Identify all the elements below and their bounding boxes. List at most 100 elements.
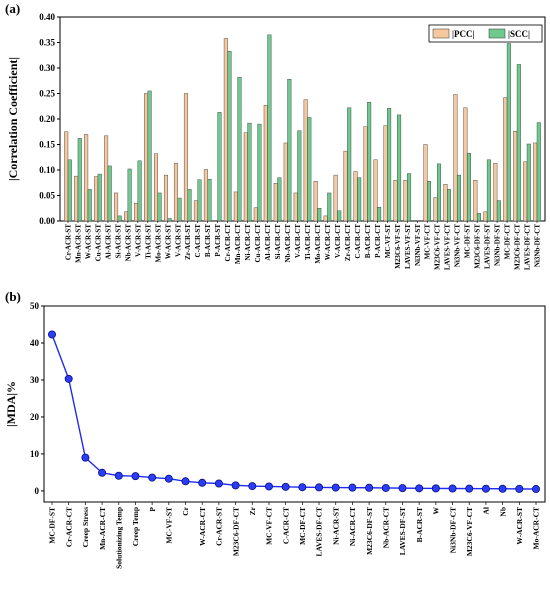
x-category-label-b: W — [432, 507, 441, 515]
x-category-label-a: Ni-ACR-CT — [244, 224, 252, 261]
bar-scc — [526, 143, 531, 222]
bar-scc — [437, 163, 442, 222]
x-category-label-b: Mn-ACR-CT — [98, 507, 107, 550]
x-category-label-a: W-ACR-CT — [324, 224, 332, 261]
bar-scc — [377, 207, 382, 222]
y-tick-label-a: 0.30 — [39, 63, 55, 73]
bar-scc — [217, 112, 222, 222]
plot-frame-a — [59, 16, 546, 222]
bar-pcc — [483, 211, 488, 222]
bar-scc — [247, 122, 252, 222]
x-category-label-a: W-ACR-ST — [164, 224, 172, 259]
x-category-label-a: Mn-ACR-ST — [74, 224, 82, 263]
bar-pcc — [353, 171, 358, 222]
bar-scc — [127, 168, 132, 222]
bar-scc — [456, 174, 461, 222]
x-category-label-b: Creep Stress — [81, 507, 90, 547]
mda-point — [515, 484, 524, 493]
bar-pcc — [503, 97, 508, 222]
bar-pcc — [513, 131, 518, 222]
bar-scc — [287, 79, 292, 222]
x-category-label-a: V-ACR-ST — [134, 224, 142, 257]
panel-label-a: (a) — [5, 1, 20, 16]
legend-swatch-pcc — [432, 28, 450, 39]
bar-pcc — [64, 131, 69, 222]
bar-pcc — [253, 207, 258, 222]
bar-pcc — [403, 179, 408, 222]
bar-scc — [177, 197, 182, 222]
x-category-label-a: Ti-ACR-ST — [144, 224, 152, 259]
y-axis-title-a: |Correlation Coefficient| — [6, 57, 20, 181]
x-category-label-a: B-ACR-CT — [364, 224, 372, 259]
y-tick-label-a: 0.20 — [39, 114, 55, 124]
y-tick-label-a: 0.15 — [39, 140, 55, 150]
x-category-label-a: MC-VF-CT — [424, 224, 432, 260]
mda-point — [481, 484, 490, 493]
bar-scc — [476, 213, 481, 222]
bar-scc — [257, 123, 262, 222]
bar-scc — [466, 152, 471, 222]
x-category-label-b: MC-DF-ST — [48, 507, 57, 544]
bar-pcc — [463, 107, 468, 222]
bar-scc — [237, 76, 242, 222]
x-category-label-b: Ni3Nb-DF-CT — [448, 507, 457, 553]
x-category-label-a: Ti-ACR-CT — [304, 224, 312, 260]
bar-scc — [167, 218, 172, 222]
bar-pcc — [323, 215, 328, 222]
mda-point — [331, 483, 340, 492]
bar-pcc — [313, 181, 318, 222]
x-category-label-b: Zr — [248, 506, 257, 515]
bar-pcc — [423, 144, 428, 222]
bar-scc — [427, 181, 432, 222]
bar-pcc — [523, 161, 528, 222]
y-tick-label-a: 0.35 — [39, 38, 55, 48]
bar-pcc — [154, 153, 159, 222]
x-category-label-b: Mo-ACR-CT — [532, 507, 541, 550]
x-category-label-a: M23C6-VF-CT — [434, 224, 442, 270]
x-category-label-a: Si-ACR-CT — [274, 224, 282, 260]
bar-pcc — [114, 192, 119, 222]
x-category-label-a: Cu-ACR-ST — [94, 224, 102, 262]
legend-swatch-scc — [488, 28, 506, 39]
y-tick-label-a: 0.00 — [39, 216, 55, 226]
x-category-label-a: M23C6-DF-ST — [474, 224, 482, 269]
mda-point — [381, 483, 390, 492]
bar-scc — [317, 208, 322, 222]
bar-pcc — [144, 93, 149, 222]
x-category-label-b: Cr-ACR-CT — [64, 507, 73, 547]
x-category-label-a: Ni3Nb-VF-ST — [414, 224, 422, 266]
bar-pcc — [193, 200, 198, 222]
bar-scc — [506, 43, 511, 222]
mda-point — [298, 483, 307, 492]
bar-scc — [536, 122, 541, 222]
x-category-label-b: M23C6-VF-CT — [465, 507, 474, 556]
y-tick-label-b: 10 — [30, 449, 40, 459]
x-category-label-b: M23C6-DF-ST — [365, 507, 374, 555]
bar-scc — [227, 50, 232, 222]
mda-point — [448, 484, 457, 493]
bar-pcc — [74, 175, 79, 222]
x-category-label-a: LAVES-VF-ST — [404, 224, 412, 269]
bar-scc — [297, 130, 302, 222]
mda-point — [398, 484, 407, 493]
bar-scc — [397, 114, 402, 222]
y-tick-label-b: 0 — [35, 486, 40, 496]
bar-pcc — [94, 176, 99, 222]
mda-point — [498, 484, 507, 493]
bar-scc — [447, 189, 451, 222]
bar-pcc — [363, 126, 368, 222]
bar-pcc — [343, 150, 348, 222]
bar-scc — [486, 159, 491, 222]
bar-pcc — [373, 159, 378, 222]
bar-scc — [407, 173, 412, 222]
mda-point — [264, 482, 273, 491]
x-category-label-a: MC-DF-CT — [504, 224, 512, 260]
x-category-label-b: MC-VF-CT — [265, 507, 274, 545]
bar-scc — [107, 165, 112, 222]
y-tick-label-b: 30 — [30, 375, 40, 385]
plot-frame-b — [43, 305, 546, 503]
bar-scc — [207, 178, 212, 222]
y-axis-title-b: |MDA|% — [4, 381, 18, 427]
bar-scc — [137, 160, 142, 222]
x-category-label-a: Zr-ACR-ST — [184, 224, 192, 260]
